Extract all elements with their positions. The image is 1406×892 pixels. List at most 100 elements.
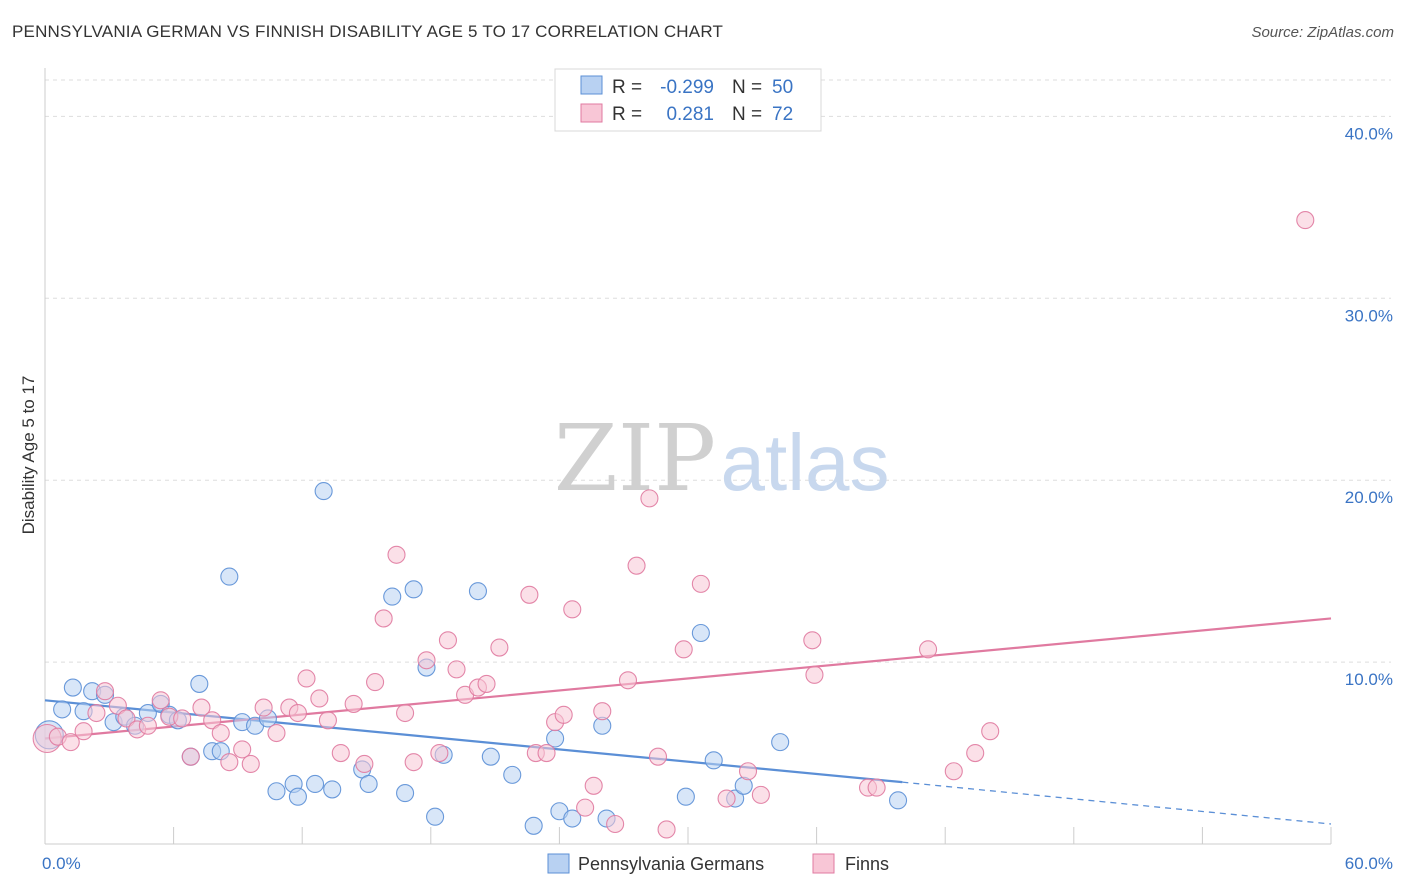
chart-title: PENNSYLVANIA GERMAN VS FINNISH DISABILIT… <box>12 22 724 41</box>
finn-point-9 <box>138 716 157 735</box>
stats-legend-n-label-0: N = <box>732 77 762 98</box>
finn-point-6 <box>108 696 127 715</box>
y-axis-label: Disability Age 5 to 17 <box>19 376 38 535</box>
finn-point-37 <box>438 631 457 650</box>
finn-point-29 <box>355 754 374 774</box>
pennsylvania-german-point-38 <box>524 816 543 835</box>
grid-lines <box>45 79 1391 663</box>
watermark-atlas: atlas <box>721 418 890 507</box>
watermark: ZIP atlas <box>554 405 890 512</box>
finn-point-45 <box>537 743 556 763</box>
finn-point-32 <box>387 545 406 564</box>
source-label: Source: ZipAtlas.com <box>1251 24 1394 41</box>
pennsylvania-german-point-31 <box>404 580 423 599</box>
finn-point-55 <box>640 489 659 508</box>
finn-point-21 <box>267 723 286 743</box>
finn-point-26 <box>318 711 337 730</box>
finn-point-67 <box>919 640 938 659</box>
finn-point-48 <box>563 600 582 619</box>
pennsylvania-german-point-17 <box>220 567 239 586</box>
series-legend: Pennsylvania Germans Finns <box>547 853 889 874</box>
finn-point-50 <box>584 776 603 795</box>
finn-point-53 <box>618 671 638 690</box>
pennsylvania-german-point-24 <box>306 774 325 794</box>
finn-point-7 <box>117 709 136 728</box>
finn-point-20 <box>254 698 273 717</box>
x-tick-labels: 0.0% 60.0% <box>42 854 1393 873</box>
finn-point-17 <box>220 753 239 772</box>
finn-point-59 <box>691 574 710 593</box>
finn-point-5 <box>95 682 115 701</box>
finn-point-47 <box>554 705 573 724</box>
x-tick-label-0: 0.0% <box>42 854 81 873</box>
finn-point-66 <box>867 778 886 797</box>
pennsylvania-german-point-33 <box>426 807 445 826</box>
finn-point-23 <box>288 703 307 723</box>
y-tick-label-2: 30.0% <box>1345 306 1393 325</box>
finn-point-2 <box>61 733 80 752</box>
finn-point-13 <box>181 747 200 766</box>
finn-point-62 <box>751 785 770 804</box>
series-legend-swatch-1 <box>812 853 835 874</box>
stats-legend-swatch-1 <box>580 103 603 123</box>
finn-point-34 <box>404 753 423 772</box>
pennsylvania-german-point-25 <box>314 482 333 501</box>
pennsylvania-german-point-28 <box>359 774 378 794</box>
stats-legend-n-value-0: 50 <box>772 77 793 98</box>
pennsylvania-german-point-29 <box>383 587 402 606</box>
finn-point-52 <box>606 814 625 834</box>
finn-point-70 <box>981 722 1000 741</box>
watermark-zip: ZIP <box>554 405 716 512</box>
finn-point-10 <box>151 691 170 710</box>
finn-point-16 <box>211 723 230 743</box>
axes <box>44 68 1332 845</box>
series-legend-swatch-0 <box>547 853 570 874</box>
finn-point-69 <box>966 743 985 763</box>
finn-point-38 <box>447 660 466 679</box>
finn-point-14 <box>192 698 211 717</box>
finn-point-54 <box>627 556 646 575</box>
y-tick-label-3: 40.0% <box>1345 124 1393 143</box>
stats-legend-r-label-1: R = <box>612 104 642 125</box>
pennsylvania-german-point-41 <box>563 809 582 828</box>
y-tick-label-1: 20.0% <box>1345 488 1393 507</box>
stats-legend-r-value-0: -0.299 <box>660 77 714 98</box>
finn-point-61 <box>738 762 758 781</box>
finn-point-31 <box>374 609 393 628</box>
finn-point-12 <box>173 709 192 728</box>
stats-legend-n-value-1: 72 <box>772 104 793 125</box>
pennsylvania-german-point-35 <box>468 582 488 601</box>
finn-point-51 <box>593 702 612 721</box>
finn-point-41 <box>477 674 496 693</box>
pennsylvania-german-point-21 <box>267 782 286 801</box>
finn-point-4 <box>87 703 106 723</box>
pennsylvania-german-point-36 <box>481 747 500 766</box>
data-points <box>32 211 1315 839</box>
finn-point-49 <box>576 798 595 817</box>
finn-point-58 <box>674 640 693 659</box>
pennsylvania-german-point-44 <box>676 787 695 806</box>
finn-point-27 <box>331 743 350 763</box>
trend-line-extension-0 <box>902 781 1332 825</box>
finn-point-30 <box>366 673 385 692</box>
finn-point-43 <box>520 585 539 604</box>
pennsylvania-german-point-37 <box>503 765 522 784</box>
finn-point-68 <box>944 762 963 781</box>
pennsylvania-german-point-30 <box>396 784 415 803</box>
finn-point-63 <box>803 631 822 650</box>
pennsylvania-german-point-46 <box>704 751 723 770</box>
finn-point-18 <box>233 740 252 759</box>
pennsylvania-german-point-50 <box>888 791 908 810</box>
finn-point-71 <box>1296 211 1315 230</box>
finn-point-35 <box>417 651 436 670</box>
finn-point-57 <box>657 820 676 839</box>
pennsylvania-german-point-14 <box>190 674 209 693</box>
x-tick-label-1: 60.0% <box>1345 854 1393 873</box>
finn-point-36 <box>430 743 449 763</box>
pennsylvania-german-point-45 <box>691 623 710 643</box>
stats-legend-n-label-1: N = <box>732 104 762 125</box>
stats-legend-swatch-0 <box>580 75 603 95</box>
finn-point-64 <box>805 665 824 684</box>
finn-point-56 <box>648 747 668 766</box>
